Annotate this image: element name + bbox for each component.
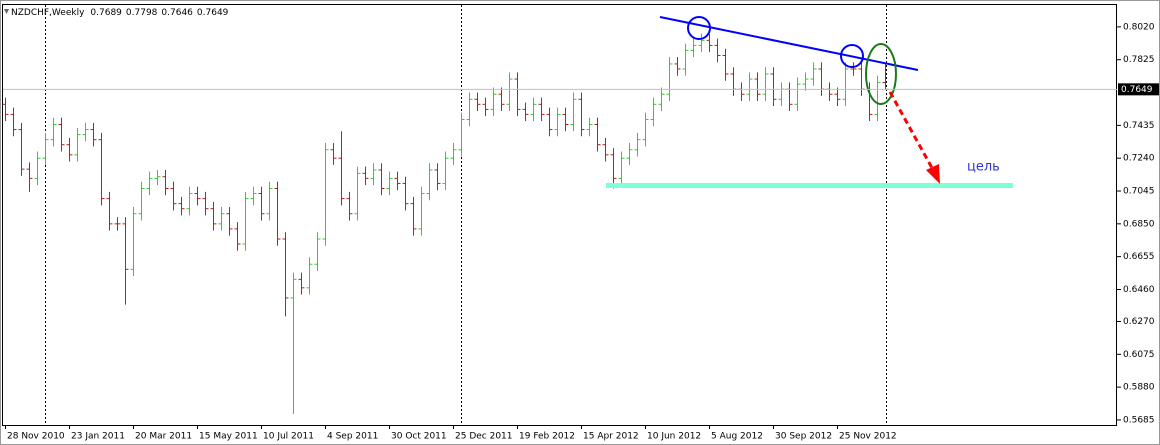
y-tick-label: 0.7435 xyxy=(1123,121,1155,131)
forecast-arrow xyxy=(888,91,934,169)
x-tick-label: 15 Apr 2012 xyxy=(583,432,639,442)
close-value: 0.7649 xyxy=(197,8,229,18)
trend-line xyxy=(659,16,919,71)
y-tick-label: 0.7825 xyxy=(1123,55,1155,65)
y-tick-label: 0.5880 xyxy=(1123,383,1155,393)
y-tick-label: 0.6850 xyxy=(1123,219,1155,229)
touch-circle xyxy=(687,16,711,40)
symbol-icon xyxy=(4,9,9,14)
high-value: 0.7798 xyxy=(126,8,158,18)
x-tick-label: 30 Oct 2011 xyxy=(391,432,447,442)
x-tick-label: 4 Sep 2011 xyxy=(327,432,378,442)
y-tick-label: 0.6460 xyxy=(1123,285,1155,295)
x-tick-label: 5 Aug 2012 xyxy=(711,432,763,442)
period-separators xyxy=(45,5,887,425)
y-tick-label: 0.7240 xyxy=(1123,154,1155,164)
y-tick-label: 0.6075 xyxy=(1123,350,1155,360)
arrow-head xyxy=(926,164,940,184)
y-tick-label: 0.7045 xyxy=(1123,187,1155,197)
plot-area xyxy=(2,4,1117,426)
y-tick-label: 0.5685 xyxy=(1123,415,1155,425)
x-tick-label: 10 Jun 2012 xyxy=(647,432,701,442)
x-tick-label: 30 Sep 2012 xyxy=(775,432,832,442)
target-label: цель xyxy=(967,160,1000,175)
target-line xyxy=(606,183,1013,188)
x-tick-label: 28 Nov 2010 xyxy=(7,432,65,442)
y-tick-label: 0.6270 xyxy=(1123,317,1155,327)
highlight-ellipse xyxy=(865,43,897,105)
x-tick-label: 10 Jul 2011 xyxy=(263,432,314,442)
price-label: 0.7649 xyxy=(1121,85,1153,95)
x-tick-label: 25 Nov 2012 xyxy=(839,432,897,442)
touch-circle xyxy=(840,44,864,68)
y-tick-label: 0.8020 xyxy=(1123,22,1155,32)
x-tick-label: 15 May 2011 xyxy=(199,432,258,442)
open-value: 0.7689 xyxy=(90,8,122,18)
price-label-box xyxy=(1118,83,1159,96)
bars xyxy=(2,33,889,415)
low-value: 0.7646 xyxy=(161,8,193,18)
chart-header: NZDCHF,Weekly 0.7689 0.7798 0.7646 0.7649 xyxy=(11,8,229,18)
symbol: NZDCHF,Weekly xyxy=(11,8,85,18)
x-tick-label: 23 Jan 2011 xyxy=(71,432,125,442)
y-tick-label: 0.6655 xyxy=(1123,252,1155,262)
x-tick-label: 20 Mar 2011 xyxy=(135,432,192,442)
x-tick-label: 25 Dec 2011 xyxy=(455,432,513,442)
x-tick-label: 19 Feb 2012 xyxy=(519,432,575,442)
